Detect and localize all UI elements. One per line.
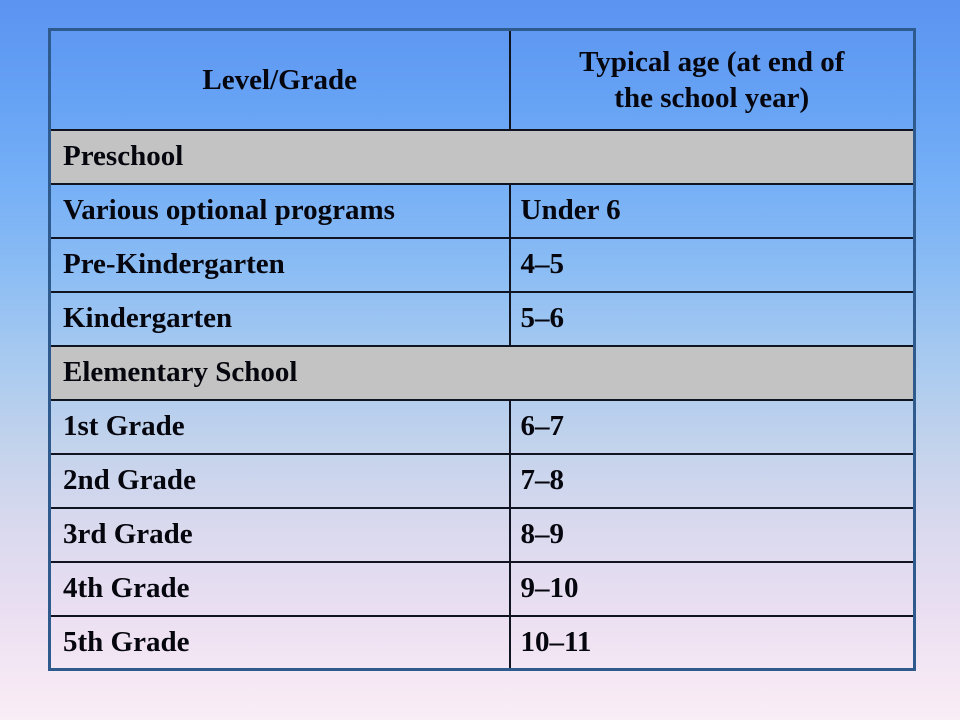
table-row: 4th Grade 9–10 [48, 560, 916, 617]
header-row: Level/Grade Typical age (at end of the s… [48, 28, 916, 131]
col-header-typical-age-line1: Typical age (at end of [579, 45, 845, 78]
table-row: Kindergarten 5–6 [48, 290, 916, 347]
age-cell: Under 6 [508, 182, 916, 239]
col-header-typical-age-line2: the school year) [614, 81, 810, 114]
section-row-preschool: Preschool [48, 128, 916, 185]
level-cell: 5th Grade [48, 614, 511, 671]
section-title: Elementary School [48, 344, 916, 401]
table-row: 1st Grade 6–7 [48, 398, 916, 455]
level-cell: 2nd Grade [48, 452, 511, 509]
table-row: Various optional programs Under 6 [48, 182, 916, 239]
age-cell: 9–10 [508, 560, 916, 617]
section-row-elementary-school: Elementary School [48, 344, 916, 401]
section-title: Preschool [48, 128, 916, 185]
age-cell: 10–11 [508, 614, 916, 671]
age-cell: 6–7 [508, 398, 916, 455]
level-cell: Various optional programs [48, 182, 511, 239]
level-cell: Kindergarten [48, 290, 511, 347]
grade-age-table: Level/Grade Typical age (at end of the s… [48, 28, 916, 671]
col-header-typical-age: Typical age (at end of the school year) [508, 28, 916, 131]
col-header-level-grade: Level/Grade [48, 28, 511, 131]
age-cell: 5–6 [508, 290, 916, 347]
level-cell: 4th Grade [48, 560, 511, 617]
level-cell: 3rd Grade [48, 506, 511, 563]
level-cell: 1st Grade [48, 398, 511, 455]
level-cell: Pre-Kindergarten [48, 236, 511, 293]
table-row: Pre-Kindergarten 4–5 [48, 236, 916, 293]
table-row: 2nd Grade 7–8 [48, 452, 916, 509]
table-row: 5th Grade 10–11 [48, 614, 916, 671]
age-cell: 7–8 [508, 452, 916, 509]
age-cell: 8–9 [508, 506, 916, 563]
age-cell: 4–5 [508, 236, 916, 293]
table-row: 3rd Grade 8–9 [48, 506, 916, 563]
